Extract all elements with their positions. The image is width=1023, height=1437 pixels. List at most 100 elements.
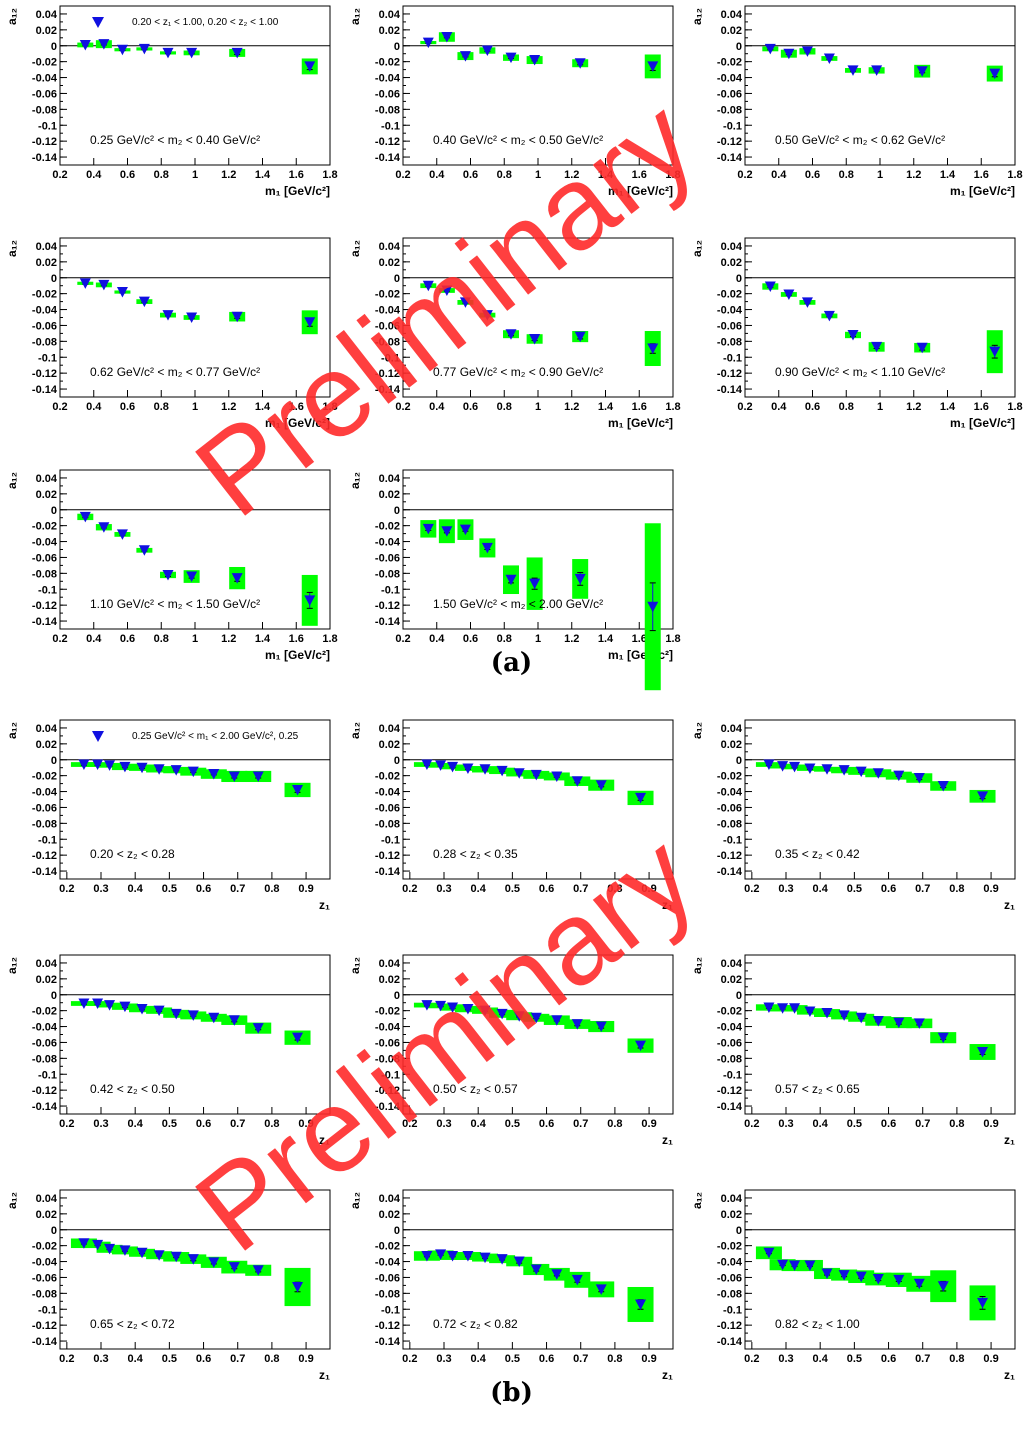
x-tick-label: 0.4 — [429, 169, 445, 181]
x-tick-label: 0.7 — [230, 883, 245, 895]
y-axis-label: a₁₂ — [348, 472, 362, 489]
x-tick-label: 1.8 — [1007, 169, 1022, 181]
data-point — [138, 43, 150, 55]
chart-b-2: 0.04 0.02 0 -0.02 -0.04 -0.06 -0.08 -0.1 -0.12 -0… — [348, 719, 674, 912]
data-point — [104, 1000, 116, 1011]
bin-label: 0.50 GeV/c² < m₂ < 0.62 GeV/c² — [775, 133, 945, 147]
x-tick-label: 0.3 — [93, 883, 108, 895]
chart-a-3: 0.04 0.02 0 -0.02 -0.04 -0.06 -0.08 -0.1 -0.12 -0… — [690, 5, 1023, 198]
x-tick-label: 0.4 — [429, 633, 445, 645]
data-point — [496, 1008, 508, 1020]
y-tick-label: 0.02 — [36, 1209, 57, 1221]
y-tick-label: 0.04 — [721, 9, 743, 21]
plot-frame — [59, 5, 331, 166]
y-tick-label: -0.08 — [375, 336, 400, 348]
data-point — [893, 770, 905, 782]
y-tick-label: -0.1 — [381, 1069, 400, 1081]
y-tick-label: -0.02 — [32, 57, 57, 69]
y-tick-label: -0.06 — [717, 320, 742, 332]
y-tick-label: -0.04 — [32, 1022, 58, 1034]
y-tick-label: -0.02 — [717, 1241, 742, 1253]
data-point — [838, 1270, 850, 1281]
data-point — [153, 1250, 165, 1261]
y-tick-label: -0.02 — [375, 521, 400, 533]
x-tick-label: 0.6 — [120, 169, 135, 181]
y-tick-label: -0.02 — [32, 289, 57, 301]
data-point — [574, 331, 586, 343]
x-axis-label: z₁ — [662, 1368, 673, 1382]
y-tick-label: -0.04 — [375, 1022, 401, 1034]
data-point — [78, 759, 90, 771]
x-tick-label: 0.2 — [395, 401, 410, 413]
data-point — [893, 1017, 905, 1029]
x-tick-label: 1 — [192, 401, 198, 413]
x-axis-label: z₁ — [662, 898, 673, 912]
chart-b-5: 0.04 0.02 0 -0.02 -0.04 -0.06 -0.08 -0.1 -0.12 -0… — [348, 954, 674, 1147]
data-point — [292, 784, 304, 796]
data-point — [513, 1011, 525, 1022]
data-point — [595, 780, 607, 791]
x-tick-label: 1.6 — [632, 633, 647, 645]
x-tick-label: 0.2 — [402, 1118, 417, 1130]
x-tick-label: 0.7 — [915, 883, 930, 895]
y-tick-label: -0.04 — [32, 537, 58, 549]
y-tick-label: 0.04 — [36, 473, 58, 485]
x-tick-label: 1.8 — [322, 633, 337, 645]
y-tick-label: 0.04 — [379, 723, 401, 735]
data-point — [228, 771, 240, 782]
y-tick-label: -0.14 — [32, 866, 58, 878]
bin-label: 0.40 GeV/c² < m₂ < 0.50 GeV/c² — [433, 133, 603, 147]
y-tick-label: -0.06 — [32, 1037, 57, 1049]
data-point — [136, 1004, 148, 1015]
data-point — [989, 68, 1001, 80]
y-tick-label: 0.02 — [36, 25, 57, 37]
x-tick-label: 0.2 — [402, 1353, 417, 1365]
x-tick-label: 0.7 — [573, 1118, 588, 1130]
data-point — [571, 1274, 583, 1286]
data-point — [231, 573, 243, 584]
x-tick-label: 0.7 — [573, 1353, 588, 1365]
bin-label: 0.50 < z₂ < 0.57 — [433, 1082, 518, 1096]
y-tick-label: 0.04 — [379, 1193, 401, 1205]
data-point — [529, 333, 541, 345]
x-tick-label: 1 — [535, 633, 541, 645]
y-axis-label: a₁₂ — [348, 722, 362, 739]
y-tick-label: -0.12 — [375, 850, 400, 862]
y-tick-label: -0.02 — [375, 1241, 400, 1253]
y-tick-label: 0.02 — [379, 739, 400, 751]
data-point — [304, 595, 316, 606]
x-axis-label: z₁ — [1004, 898, 1015, 912]
data-point — [913, 1018, 925, 1029]
y-tick-label: -0.08 — [717, 818, 742, 830]
x-tick-label: 0.2 — [395, 633, 410, 645]
data-point — [513, 1256, 525, 1268]
bin-label: 0.35 < z₂ < 0.42 — [775, 847, 860, 861]
y-tick-label: 0.04 — [379, 9, 401, 21]
data-point — [187, 1254, 199, 1265]
chart-b-4: 0.04 0.02 0 -0.02 -0.04 -0.06 -0.08 -0.1 -0.12 -0… — [5, 954, 331, 1147]
data-point — [186, 47, 198, 59]
x-tick-label: 1.6 — [632, 169, 647, 181]
x-tick-label: 0.6 — [463, 633, 478, 645]
x-tick-label: 0.3 — [93, 1118, 108, 1130]
y-tick-label: -0.04 — [717, 1257, 743, 1269]
data-point — [104, 1243, 116, 1255]
bin-label: 0.77 GeV/c² < m₂ < 0.90 GeV/c² — [433, 365, 603, 379]
y-tick-label: -0.14 — [375, 384, 401, 396]
data-point — [789, 761, 801, 773]
data-point — [764, 281, 776, 292]
x-tick-label: 0.3 — [778, 1353, 793, 1365]
y-tick-label: -0.04 — [375, 1257, 401, 1269]
chart-b-7: 0.04 0.02 0 -0.02 -0.04 -0.06 -0.08 -0.1 -0.12 -0… — [5, 1189, 331, 1382]
x-tick-label: 0.9 — [298, 883, 313, 895]
data-point — [422, 523, 434, 535]
y-tick-label: 0 — [394, 41, 400, 53]
x-tick-label: 0.7 — [230, 1118, 245, 1130]
data-point — [872, 1274, 884, 1285]
data-point — [763, 1247, 775, 1259]
data-point — [170, 1251, 182, 1263]
data-point — [447, 761, 459, 773]
y-tick-label: -0.1 — [381, 834, 400, 846]
y-axis-label: a₁₂ — [690, 722, 704, 739]
